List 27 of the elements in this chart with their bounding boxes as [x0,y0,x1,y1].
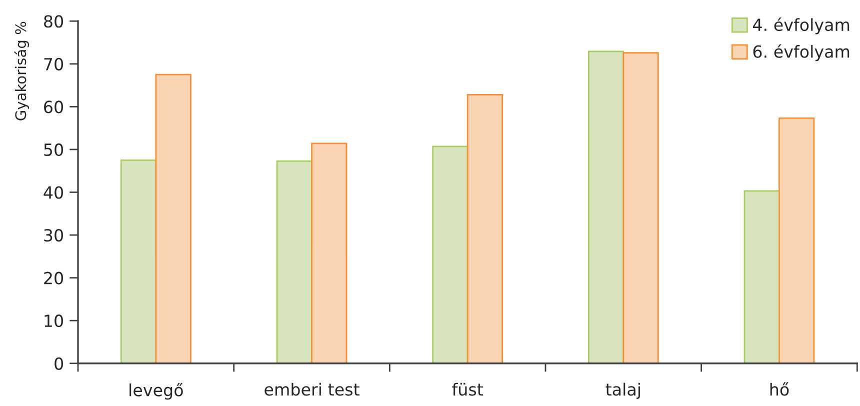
y-tick-label: 40 [44,186,64,199]
bar [155,74,192,364]
y-tick-label: 50 [44,143,64,156]
y-tick-label: 30 [44,228,64,242]
bar [744,190,780,364]
x-tick-label: hő [770,382,789,396]
x-tick-label: talaj [606,382,640,399]
bar [120,159,157,364]
legend-label: 4. évfolyam [752,18,850,34]
y-tick-label: 70 [44,58,64,70]
bar [588,50,624,364]
legend-label: 6. évfolyam [753,44,850,62]
y-axis-title: Gyakoriság % [14,22,30,120]
y-tick-label: 80 [44,15,64,28]
y-tick-label: 60 [44,100,64,114]
bar [778,118,815,364]
bar [622,52,659,364]
y-tick-label: 0 [54,357,64,370]
bar [276,160,312,364]
bar [466,94,504,364]
bar [311,142,348,364]
y-tick-label: 10 [44,314,64,328]
bar [432,146,468,364]
x-tick-label: füst [452,382,484,396]
x-tick-label: levegő [130,382,183,400]
y-tick-label: 20 [44,272,64,284]
x-tick-label: emberi test [264,382,360,396]
